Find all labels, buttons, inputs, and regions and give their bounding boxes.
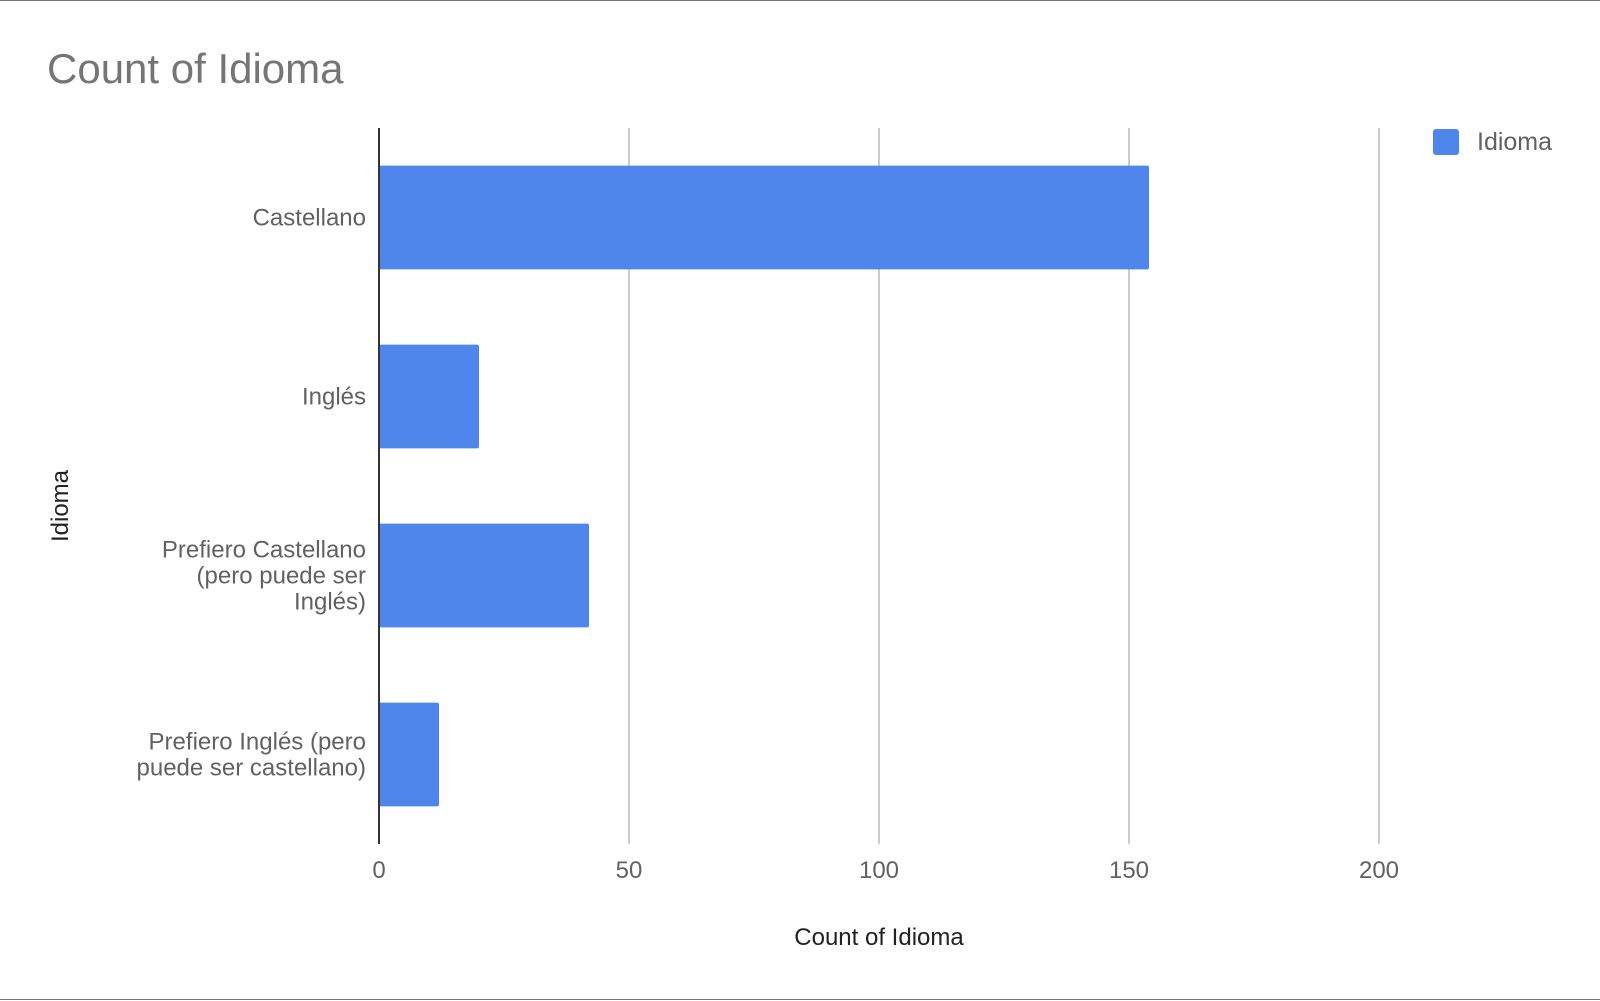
bar (379, 523, 589, 628)
category-label: Castellano (253, 205, 366, 232)
x-axis-title: Count of Idioma (794, 924, 964, 951)
x-tick-label: 0 (372, 857, 385, 884)
category-label: Inglés (302, 384, 366, 411)
x-tick-label: 100 (859, 857, 899, 884)
bar (379, 344, 479, 449)
x-tick-label: 150 (1109, 857, 1149, 884)
x-tick-label: 200 (1359, 857, 1399, 884)
bar (379, 702, 439, 807)
legend-swatch (1433, 129, 1459, 155)
category-label: Prefiero Castellano (pero puede ser Inglés… (162, 537, 366, 616)
bar (379, 165, 1149, 270)
legend-label: Idioma (1477, 128, 1552, 156)
category-label: Prefiero Inglés (pero puede ser castellan… (137, 729, 366, 782)
x-tick-label: 50 (616, 857, 643, 884)
chart-title: Count of Idioma (47, 45, 344, 92)
y-axis-title: Idioma (47, 469, 74, 542)
